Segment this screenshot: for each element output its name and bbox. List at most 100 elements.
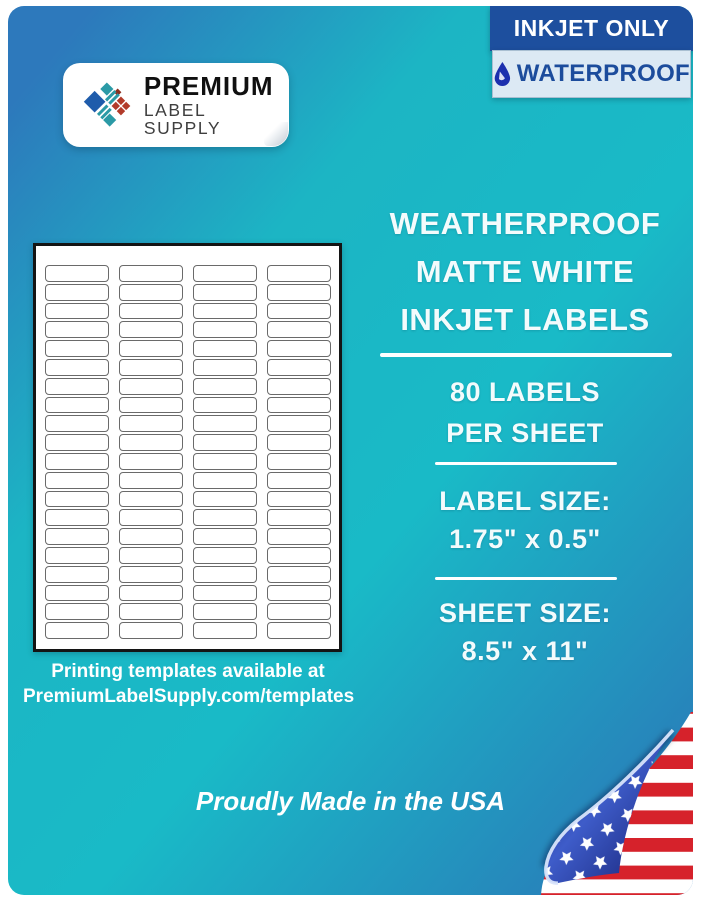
label-cell bbox=[192, 603, 257, 621]
label-cell bbox=[118, 622, 183, 639]
label-cell bbox=[266, 265, 331, 282]
product-headline: WEATHERPROOF MATTE WHITE INKJET LABELS bbox=[360, 200, 690, 344]
brand-name-secondary: LABEL SUPPLY bbox=[143, 100, 222, 138]
inkjet-only-badge: INKJET ONLY bbox=[490, 6, 693, 51]
label-cell bbox=[44, 265, 109, 282]
label-cell bbox=[192, 622, 257, 639]
label-cell bbox=[266, 471, 331, 489]
label-cell bbox=[266, 434, 331, 451]
label-cell bbox=[266, 358, 331, 376]
label-size-value: 1.75" x 0.5" bbox=[449, 524, 601, 554]
label-cell bbox=[266, 377, 331, 395]
brand-logo-mark-icon bbox=[83, 82, 131, 127]
labels-count: 80 LABELS bbox=[449, 377, 601, 407]
label-cell bbox=[44, 415, 109, 433]
label-cell bbox=[192, 321, 257, 339]
sheet-size-value: 8.5" x 11" bbox=[461, 636, 589, 666]
label-cell bbox=[266, 528, 331, 545]
label-cell bbox=[266, 603, 331, 621]
label-column bbox=[44, 265, 109, 649]
label-cell bbox=[266, 622, 331, 639]
label-cell bbox=[266, 283, 331, 301]
label-cell bbox=[192, 358, 257, 376]
label-cell bbox=[44, 302, 109, 320]
label-cell bbox=[44, 340, 109, 357]
label-cell bbox=[192, 490, 257, 508]
label-cell bbox=[118, 302, 183, 320]
label-cell bbox=[192, 546, 257, 564]
label-size-spec: LABEL SIZE: 1.75" x 0.5" bbox=[360, 482, 690, 558]
label-cell bbox=[44, 584, 109, 602]
template-note-url: PremiumLabelSupply.com/templates bbox=[23, 686, 355, 707]
sheet-size-title: SHEET SIZE: bbox=[438, 598, 612, 628]
label-cell bbox=[118, 528, 183, 545]
label-cell bbox=[44, 622, 109, 639]
label-cell bbox=[118, 340, 183, 357]
waterproof-label: WATERPROOF bbox=[516, 60, 690, 87]
label-cell bbox=[118, 490, 183, 508]
waterproof-badge: WATERPROOF bbox=[492, 50, 691, 98]
divider-label-size bbox=[435, 577, 617, 580]
headline-line2: MATTE WHITE bbox=[415, 254, 635, 289]
label-cell bbox=[44, 603, 109, 621]
label-cell bbox=[44, 471, 109, 489]
label-cell bbox=[192, 415, 257, 433]
label-size-title: LABEL SIZE: bbox=[439, 486, 611, 516]
label-cell bbox=[192, 509, 257, 527]
label-cell bbox=[118, 546, 183, 564]
water-drop-icon bbox=[494, 62, 511, 86]
label-cell bbox=[266, 546, 331, 564]
label-cell bbox=[44, 283, 109, 301]
divider-headline bbox=[380, 353, 672, 357]
label-cell bbox=[192, 434, 257, 451]
made-in-usa-text: Proudly Made in the USA bbox=[8, 786, 693, 817]
made-in-country: USA bbox=[450, 786, 506, 816]
label-cell bbox=[118, 377, 183, 395]
label-cell bbox=[266, 509, 331, 527]
label-cell bbox=[44, 358, 109, 376]
label-cell bbox=[266, 452, 331, 470]
label-cell bbox=[192, 396, 257, 414]
brand-name-primary: PREMIUM bbox=[143, 71, 274, 101]
label-cell bbox=[118, 584, 183, 602]
label-column bbox=[192, 265, 257, 649]
label-cell bbox=[266, 415, 331, 433]
label-cell bbox=[44, 509, 109, 527]
label-sheet-preview bbox=[33, 243, 342, 652]
us-flag-page-curl-icon bbox=[541, 712, 693, 895]
label-cell bbox=[44, 546, 109, 564]
label-cell bbox=[44, 321, 109, 339]
label-cell bbox=[44, 452, 109, 470]
label-cell bbox=[192, 584, 257, 602]
label-cell bbox=[192, 265, 257, 282]
label-cell bbox=[118, 396, 183, 414]
label-cell bbox=[118, 283, 183, 301]
brand-logo-card: PREMIUM LABEL SUPPLY bbox=[63, 63, 289, 147]
label-cell bbox=[266, 490, 331, 508]
label-cell bbox=[192, 377, 257, 395]
label-cell bbox=[266, 340, 331, 357]
made-in-prefix: Proudly Made in the bbox=[195, 786, 443, 816]
label-cell bbox=[266, 584, 331, 602]
label-cell bbox=[266, 302, 331, 320]
label-cell bbox=[44, 565, 109, 583]
label-cell bbox=[118, 415, 183, 433]
label-cell bbox=[192, 471, 257, 489]
labels-per-sheet-spec: 80 LABELS PER SHEET bbox=[360, 372, 690, 454]
label-cell bbox=[44, 396, 109, 414]
label-column bbox=[118, 265, 183, 649]
label-cell bbox=[192, 528, 257, 545]
label-cell bbox=[266, 565, 331, 583]
label-cell bbox=[266, 396, 331, 414]
label-cell bbox=[118, 565, 183, 583]
label-cell bbox=[44, 377, 109, 395]
label-cell bbox=[118, 471, 183, 489]
label-column bbox=[266, 265, 331, 649]
divider-count bbox=[435, 462, 617, 465]
template-note-line1: Printing templates available at bbox=[51, 661, 325, 682]
label-cell bbox=[44, 434, 109, 451]
label-cell bbox=[118, 603, 183, 621]
label-cell bbox=[118, 358, 183, 376]
label-cell bbox=[118, 265, 183, 282]
